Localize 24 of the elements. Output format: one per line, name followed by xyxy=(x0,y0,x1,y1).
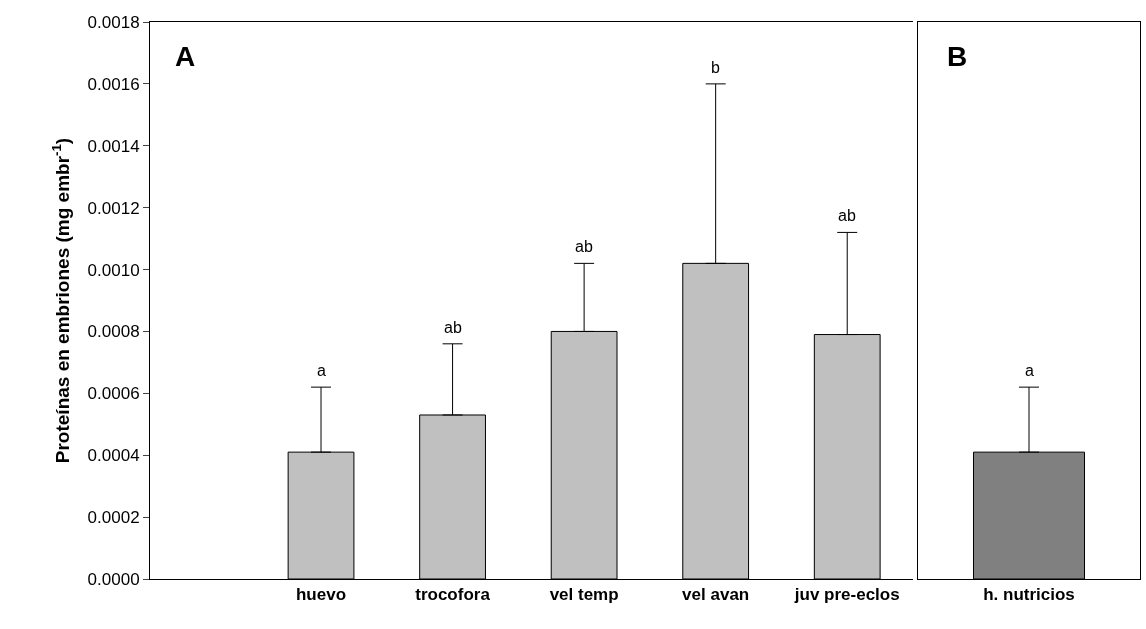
annotation: a xyxy=(317,362,326,379)
x-tick-label: h. nutricios xyxy=(983,585,1075,605)
y-tick-label: 0.0006 xyxy=(87,384,140,404)
annotation: ab xyxy=(444,319,462,336)
annotation: B xyxy=(947,41,968,72)
y-tick-label: 0.0012 xyxy=(87,198,140,218)
annotation: ab xyxy=(575,238,593,255)
annotation: ab xyxy=(838,207,856,224)
y-tick-label: 0.0008 xyxy=(87,322,140,342)
x-tick-label: huevo xyxy=(295,585,347,605)
annotation: A xyxy=(175,41,196,72)
y-tick-label: 0.0010 xyxy=(87,260,140,280)
y-tick-label: 0.0000 xyxy=(87,569,140,589)
y-tick-label: 0.0014 xyxy=(87,136,140,156)
annotation: b xyxy=(711,59,720,76)
x-tick-label: vel avan xyxy=(682,585,750,605)
x-tick-label: juv pre-eclos xyxy=(793,585,900,605)
x-tick-label: trocofora xyxy=(415,585,491,605)
y-tick-label: 0.0004 xyxy=(87,446,140,466)
annotation: a xyxy=(1025,362,1034,379)
y-tick-label: 0.0002 xyxy=(87,508,140,528)
x-tick-label: vel temp xyxy=(549,585,619,605)
y-tick-label: 0.0016 xyxy=(87,74,140,94)
y-tick-label: 0.0018 xyxy=(87,12,140,32)
